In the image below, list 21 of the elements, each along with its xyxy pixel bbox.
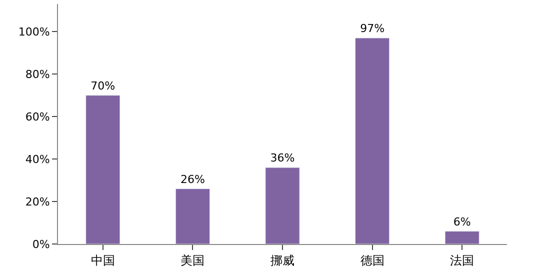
x-tick-label: 中国 <box>90 253 115 268</box>
bar <box>86 95 120 244</box>
data-label: 70% <box>90 79 116 92</box>
x-tick-label: 德国 <box>360 253 384 268</box>
bar <box>444 231 480 244</box>
data-label: 26% <box>180 172 205 186</box>
y-tick-label: 100% <box>18 25 50 38</box>
y-tick-label: 60% <box>25 110 50 124</box>
bar <box>265 167 300 244</box>
y-tick-label: 80% <box>25 68 50 81</box>
x-tick-label: 挪威 <box>270 253 294 268</box>
data-label: 36% <box>270 152 295 165</box>
y-tick-label: 40% <box>25 152 50 166</box>
y-tick-label: 20% <box>25 195 50 208</box>
x-tick-label: 法国 <box>450 253 474 268</box>
x-tick-label: 美国 <box>180 253 205 268</box>
data-label: 97% <box>360 22 385 35</box>
y-tick-label: 0% <box>32 238 50 251</box>
bar <box>175 188 210 244</box>
bar <box>354 38 390 244</box>
data-label: 6% <box>453 215 471 228</box>
